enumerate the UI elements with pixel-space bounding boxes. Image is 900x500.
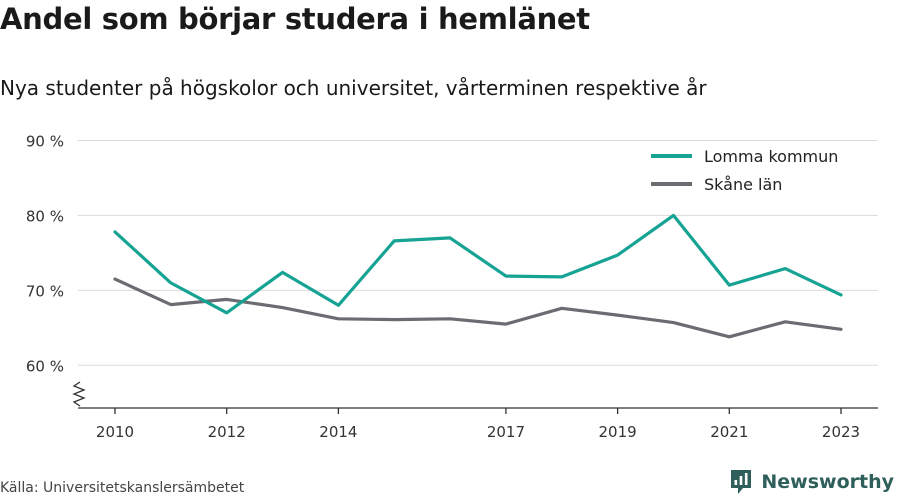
line-chart: 60 % 70 % 80 % 90 % 2010 2012 2014 2017 2019 202… xyxy=(26,133,878,441)
data-point xyxy=(113,277,117,281)
data-point xyxy=(281,306,285,310)
series-line xyxy=(113,277,843,339)
data-point xyxy=(727,335,731,339)
data-point xyxy=(839,327,843,331)
data-point xyxy=(616,253,620,257)
data-point xyxy=(169,303,173,307)
data-point xyxy=(281,270,285,274)
data-point xyxy=(392,318,396,322)
y-tick-label: 90 % xyxy=(26,133,64,151)
x-tick-label: 2017 xyxy=(487,423,525,441)
x-tick-label: 2021 xyxy=(710,423,748,441)
data-point xyxy=(504,274,508,278)
data-point xyxy=(504,322,508,326)
data-point xyxy=(113,230,117,234)
data-point xyxy=(560,306,564,310)
brand-name: Newsworthy xyxy=(761,471,894,493)
data-point xyxy=(560,275,564,279)
x-tick-label: 2023 xyxy=(822,423,860,441)
data-point xyxy=(336,303,340,307)
data-point xyxy=(671,321,675,325)
legend-label: Lomma kommun xyxy=(704,147,838,166)
y-tick-label: 70 % xyxy=(26,282,64,300)
data-point xyxy=(839,293,843,297)
data-point xyxy=(225,311,229,315)
series-lines xyxy=(113,213,843,339)
newsworthy-logo-icon xyxy=(731,470,752,494)
y-axis-labels: 60 % 70 % 80 % 90 % xyxy=(26,133,64,376)
chart-subtitle: Nya studenter på högskolor och universit… xyxy=(0,76,707,100)
data-point xyxy=(392,239,396,243)
data-point xyxy=(448,236,452,240)
data-point xyxy=(448,317,452,321)
y-tick-label: 80 % xyxy=(26,207,64,225)
chart-title: Andel som börjar studera i hemlänet xyxy=(0,2,590,36)
y-tick-label: 60 % xyxy=(26,357,64,375)
x-tick-label: 2012 xyxy=(208,423,246,441)
data-point xyxy=(783,320,787,324)
data-point xyxy=(169,281,173,285)
source-note: Källa: Universitetskanslersämbetet xyxy=(0,480,245,496)
data-point xyxy=(671,213,675,217)
x-tick-label: 2014 xyxy=(319,423,357,441)
data-point xyxy=(727,283,731,287)
legend-label: Skåne län xyxy=(704,175,782,194)
brand-logo: Newsworthy xyxy=(729,469,894,495)
axis-break-mark xyxy=(72,381,86,407)
series-line xyxy=(113,213,843,315)
legend: Lomma kommun Skåne län xyxy=(651,147,838,194)
x-tick-label: 2019 xyxy=(599,423,637,441)
data-point xyxy=(336,317,340,321)
x-axis: 2010 2012 2014 2017 2019 2021 2023 xyxy=(72,381,878,441)
data-point xyxy=(616,313,620,317)
data-point xyxy=(225,297,229,301)
gridlines xyxy=(78,140,878,366)
data-point xyxy=(783,267,787,271)
x-tick-label: 2010 xyxy=(96,423,134,441)
